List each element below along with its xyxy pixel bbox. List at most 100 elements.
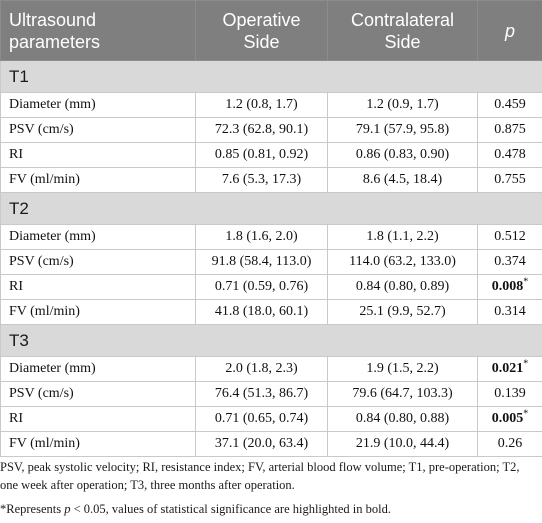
operative-side-cell: 41.8 (18.0, 60.1) [195, 299, 328, 325]
contralateral-side-cell: 8.6 (4.5, 18.4) [327, 167, 478, 193]
table-row: PSV (cm/s) 91.8 (58.4, 113.0) 114.0 (63.2,… [0, 249, 542, 275]
contralateral-side-cell: 1.8 (1.1, 2.2) [327, 224, 478, 250]
header-row: Ultrasound parameters Operative Side Con… [0, 0, 542, 61]
footnote-significance: *Represents p < 0.05, values of statisti… [0, 500, 540, 518]
p-value-cell: 0.314 [477, 299, 542, 325]
table-row: Diameter (mm) 1.8 (1.6, 2.0) 1.8 (1.1, 2.2… [0, 224, 542, 250]
header-col2-line1: Operative [222, 9, 301, 30]
contralateral-side-cell: 25.1 (9.9, 52.7) [327, 299, 478, 325]
contralateral-side-cell: 79.1 (57.9, 95.8) [327, 117, 478, 143]
footnote-significance-p: p [64, 502, 71, 516]
p-value-cell: 0.139 [477, 381, 542, 407]
parameter-cell: FV (ml/min) [0, 299, 196, 325]
operative-side-cell: 37.1 (20.0, 63.4) [195, 431, 328, 457]
section-row: T1 [0, 60, 542, 93]
p-value-cell: 0.755 [477, 167, 542, 193]
p-value: 0.374 [494, 254, 526, 269]
p-value: 0.008 [491, 279, 524, 294]
footnote-significance-suffix: < 0.05, values of statistical significan… [70, 502, 391, 516]
p-value-cell: 0.512 [477, 224, 542, 250]
parameter-cell: FV (ml/min) [0, 167, 196, 193]
contralateral-side-cell: 0.84 (0.80, 0.89) [327, 274, 478, 300]
contralateral-side-cell: 79.6 (64.7, 103.3) [327, 381, 478, 407]
operative-side-cell: 76.4 (51.3, 86.7) [195, 381, 328, 407]
operative-side-cell: 2.0 (1.8, 2.3) [195, 356, 328, 382]
operative-side-cell: 72.3 (62.8, 90.1) [195, 117, 328, 143]
header-p-value: p [477, 0, 542, 61]
header-contralateral-side: Contralateral Side [327, 0, 478, 61]
p-value-cell: 0.374 [477, 249, 542, 275]
p-value-cell: 0.008* [477, 274, 542, 300]
p-value: 0.875 [494, 122, 526, 137]
header-col1-line1: Ultrasound [9, 9, 97, 30]
significance-marker: * [523, 276, 529, 288]
operative-side-cell: 0.71 (0.59, 0.76) [195, 274, 328, 300]
p-value: 0.478 [494, 147, 526, 162]
section-row: T2 [0, 192, 542, 225]
parameter-cell: PSV (cm/s) [0, 117, 196, 143]
operative-side-cell: 1.8 (1.6, 2.0) [195, 224, 328, 250]
contralateral-side-cell: 0.86 (0.83, 0.90) [327, 142, 478, 168]
table-row: PSV (cm/s) 72.3 (62.8, 90.1) 79.1 (57.9, 9… [0, 117, 542, 143]
operative-side-cell: 0.85 (0.81, 0.92) [195, 142, 328, 168]
table-row: FV (ml/min) 41.8 (18.0, 60.1) 25.1 (9.9, 5… [0, 299, 542, 325]
parameter-cell: Diameter (mm) [0, 224, 196, 250]
operative-side-cell: 91.8 (58.4, 113.0) [195, 249, 328, 275]
significance-marker: * [523, 358, 529, 370]
parameter-cell: RI [0, 274, 196, 300]
table-row: FV (ml/min) 7.6 (5.3, 17.3) 8.6 (4.5, 18.4… [0, 167, 542, 193]
contralateral-side-cell: 114.0 (63.2, 133.0) [327, 249, 478, 275]
contralateral-side-cell: 1.9 (1.5, 2.2) [327, 356, 478, 382]
table-row: Diameter (mm) 1.2 (0.8, 1.7) 1.2 (0.9, 1.7… [0, 92, 542, 118]
section-row: T3 [0, 324, 542, 357]
p-value: 0.005 [491, 411, 524, 426]
section-label: T3 [0, 324, 542, 357]
table-row: RI 0.71 (0.59, 0.76) 0.84 (0.80, 0.89) 0.00… [0, 274, 542, 300]
table-row: FV (ml/min) 37.1 (20.0, 63.4) 21.9 (10.0, … [0, 431, 542, 457]
parameter-cell: FV (ml/min) [0, 431, 196, 457]
contralateral-side-cell: 0.84 (0.80, 0.88) [327, 406, 478, 432]
operative-side-cell: 7.6 (5.3, 17.3) [195, 167, 328, 193]
parameter-cell: Diameter (mm) [0, 356, 196, 382]
p-value: 0.26 [497, 436, 523, 451]
header-col2-line2: Side [243, 31, 280, 52]
header-operative-side: Operative Side [195, 0, 328, 61]
significance-marker: * [523, 408, 529, 420]
p-value: 0.021 [491, 361, 524, 376]
parameter-cell: Diameter (mm) [0, 92, 196, 118]
section-label: T1 [0, 60, 542, 93]
table-footnotes: PSV, peak systolic velocity; RI, resista… [0, 458, 540, 518]
table-row: Diameter (mm) 2.0 (1.8, 2.3) 1.9 (1.5, 2.2… [0, 356, 542, 382]
operative-side-cell: 1.2 (0.8, 1.7) [195, 92, 328, 118]
contralateral-side-cell: 21.9 (10.0, 44.4) [327, 431, 478, 457]
p-value: 0.459 [494, 97, 526, 112]
p-value-cell: 0.459 [477, 92, 542, 118]
header-col3-line2: Side [384, 31, 421, 52]
table-row: PSV (cm/s) 76.4 (51.3, 86.7) 79.6 (64.7, 1… [0, 381, 542, 407]
p-value: 0.139 [494, 386, 526, 401]
p-value-cell: 0.021* [477, 356, 542, 382]
p-value-cell: 0.478 [477, 142, 542, 168]
p-value-cell: 0.875 [477, 117, 542, 143]
operative-side-cell: 0.71 (0.65, 0.74) [195, 406, 328, 432]
p-value: 0.512 [494, 229, 526, 244]
table-body: T1 Diameter (mm) 1.2 (0.8, 1.7) 1.2 (0.9, 1… [0, 60, 542, 457]
p-value: 0.755 [494, 172, 526, 187]
parameter-cell: PSV (cm/s) [0, 249, 196, 275]
parameter-cell: PSV (cm/s) [0, 381, 196, 407]
header-ultrasound-parameters: Ultrasound parameters [0, 0, 196, 61]
parameter-cell: RI [0, 142, 196, 168]
p-value-cell: 0.26 [477, 431, 542, 457]
p-value-cell: 0.005* [477, 406, 542, 432]
section-label: T2 [0, 192, 542, 225]
ultrasound-results-table: Ultrasound parameters Operative Side Con… [0, 0, 542, 457]
parameter-cell: RI [0, 406, 196, 432]
footnote-significance-prefix: *Represents [0, 502, 65, 516]
table-row: RI 0.71 (0.65, 0.74) 0.84 (0.80, 0.88) 0.00… [0, 406, 542, 432]
contralateral-side-cell: 1.2 (0.9, 1.7) [327, 92, 478, 118]
header-col1-line2: parameters [9, 31, 101, 52]
p-value: 0.314 [494, 304, 526, 319]
table-row: RI 0.85 (0.81, 0.92) 0.86 (0.83, 0.90) 0.47… [0, 142, 542, 168]
footnote-abbreviations: PSV, peak systolic velocity; RI, resista… [0, 460, 520, 492]
results-table-container: Ultrasound parameters Operative Side Con… [0, 0, 542, 457]
